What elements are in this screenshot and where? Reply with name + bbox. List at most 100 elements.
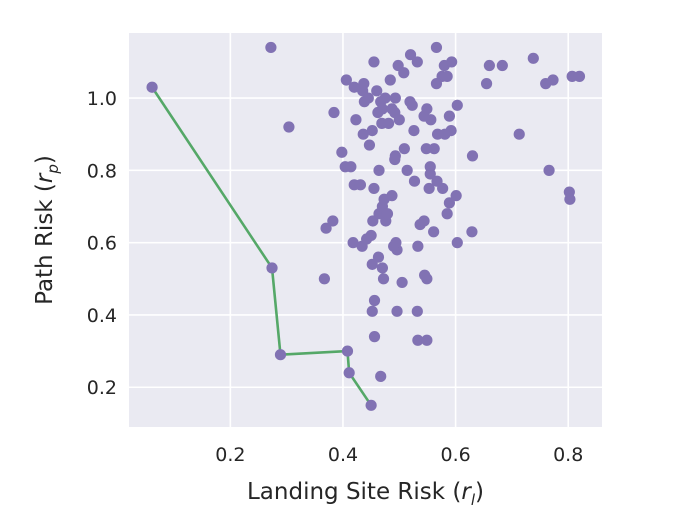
pareto-point <box>341 345 354 357</box>
data-point <box>412 334 424 346</box>
data-point <box>393 114 405 126</box>
pareto-front <box>146 81 377 411</box>
data-point <box>358 96 370 108</box>
y-tick-label: 1.0 <box>87 88 117 110</box>
data-point <box>357 128 369 140</box>
x-tick-label: 0.8 <box>553 444 583 466</box>
data-point <box>368 56 380 68</box>
data-point <box>424 168 436 180</box>
data-point <box>381 208 394 220</box>
data-point <box>384 74 396 86</box>
data-point <box>428 226 440 238</box>
data-point <box>401 164 413 176</box>
data-point <box>327 215 339 227</box>
data-point <box>466 150 479 162</box>
data-point <box>564 193 576 205</box>
pareto-point <box>274 349 287 361</box>
data-point <box>421 273 433 285</box>
x-axis-label: Landing Site Risk (rl) <box>247 479 484 509</box>
data-point <box>573 70 586 82</box>
x-tick-labels: 0.2 0.4 0.6 0.8 <box>215 444 583 466</box>
data-point <box>396 276 408 289</box>
data-point <box>543 164 555 176</box>
data-point <box>446 56 458 68</box>
data-point <box>398 143 410 155</box>
data-point <box>496 59 508 72</box>
data-point <box>406 99 418 111</box>
data-point <box>441 70 453 82</box>
data-point <box>389 153 401 166</box>
data-point <box>391 305 403 317</box>
data-point <box>328 106 340 119</box>
y-tick-label: 0.8 <box>87 160 117 182</box>
data-point <box>527 52 539 64</box>
data-point <box>423 182 435 195</box>
data-point <box>418 215 430 227</box>
pareto-front-line <box>151 86 373 407</box>
scatter-points <box>265 41 586 382</box>
data-point <box>443 110 456 122</box>
data-point <box>412 240 424 252</box>
data-point <box>420 143 432 155</box>
x-tick-label: 0.2 <box>215 444 245 466</box>
data-point <box>366 124 378 137</box>
data-point <box>408 124 420 137</box>
data-point <box>336 146 348 158</box>
data-point <box>372 106 384 119</box>
data-point <box>358 78 370 90</box>
data-point <box>373 164 385 176</box>
data-point <box>421 334 433 346</box>
data-point <box>368 294 381 307</box>
data-point <box>408 175 421 187</box>
data-point <box>430 41 443 54</box>
pareto-point <box>266 262 278 274</box>
y-tick-labels: 0.2 0.4 0.6 0.8 1.0 <box>87 88 117 399</box>
data-point <box>547 74 559 86</box>
data-point <box>450 190 462 202</box>
data-point <box>411 56 423 68</box>
y-tick-label: 0.2 <box>87 377 117 399</box>
data-point <box>431 128 444 140</box>
data-point <box>318 273 330 285</box>
data-point <box>386 190 398 202</box>
y-tick-label: 0.6 <box>87 233 117 255</box>
data-point <box>398 67 410 79</box>
data-point <box>443 197 456 209</box>
y-axis-label: Path Risk (rp) <box>32 155 62 305</box>
data-point <box>480 78 493 90</box>
data-point <box>365 229 377 242</box>
data-point <box>428 143 440 155</box>
data-point <box>366 305 378 317</box>
data-point <box>371 85 383 97</box>
data-point <box>389 92 401 104</box>
data-point <box>451 99 463 111</box>
data-point <box>483 59 495 72</box>
data-point <box>350 114 362 126</box>
data-point <box>404 49 417 61</box>
data-point <box>437 182 449 195</box>
y-tick-label: 0.4 <box>87 305 117 327</box>
data-point <box>348 81 360 93</box>
data-point <box>390 237 402 249</box>
x-tick-label: 0.4 <box>328 444 358 466</box>
data-point <box>368 331 381 343</box>
data-point <box>366 258 378 270</box>
data-point <box>347 237 359 249</box>
data-point <box>382 117 395 129</box>
data-point <box>375 370 387 382</box>
data-point <box>411 305 423 317</box>
data-point <box>418 110 430 122</box>
pareto-point <box>146 81 158 93</box>
data-point <box>354 179 367 191</box>
data-point <box>376 262 388 274</box>
data-point <box>466 226 478 238</box>
x-tick-label: 0.6 <box>440 444 470 466</box>
data-point <box>368 182 380 195</box>
data-point <box>513 128 525 140</box>
data-point <box>441 208 453 220</box>
data-point <box>345 161 357 173</box>
data-point <box>340 74 352 86</box>
data-point <box>363 139 376 151</box>
data-point <box>430 78 443 90</box>
